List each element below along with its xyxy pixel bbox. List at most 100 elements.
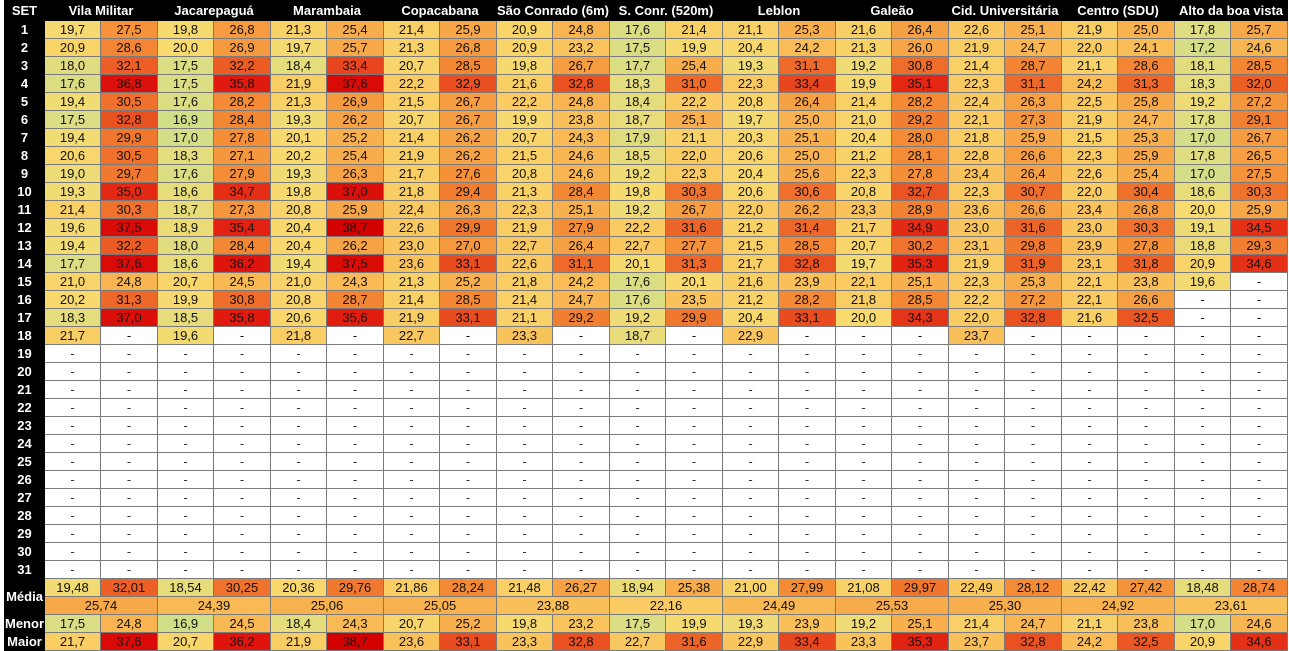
maior-min-cell: 20,9 bbox=[1174, 632, 1231, 651]
menor-min-cell: 21,4 bbox=[948, 614, 1005, 633]
min-temp-cell: 21,6 bbox=[722, 272, 779, 291]
max-temp-cell: 24,2 bbox=[778, 38, 836, 57]
media-average-cell: 25,06 bbox=[270, 596, 384, 615]
min-temp-cell: 22,7 bbox=[609, 236, 666, 255]
max-temp-cell: - bbox=[213, 452, 271, 471]
max-temp-cell: - bbox=[665, 362, 723, 381]
max-temp-cell: 26,6 bbox=[1004, 146, 1062, 165]
menor-max-cell: 19,9 bbox=[665, 614, 723, 633]
min-temp-cell: 21,5 bbox=[1061, 128, 1118, 147]
max-temp-cell: 25,1 bbox=[1004, 20, 1062, 39]
min-temp-cell: - bbox=[1174, 470, 1231, 489]
max-temp-cell: 37,6 bbox=[326, 74, 384, 93]
max-temp-cell: 32,2 bbox=[100, 236, 158, 255]
menor-max-cell: 24,7 bbox=[1004, 614, 1062, 633]
min-temp-cell: - bbox=[157, 470, 214, 489]
max-temp-cell: - bbox=[891, 434, 949, 453]
min-temp-cell: 17,5 bbox=[157, 56, 214, 75]
min-temp-cell: 21,4 bbox=[44, 200, 101, 219]
min-temp-cell: - bbox=[835, 452, 892, 471]
max-temp-cell: - bbox=[100, 344, 158, 363]
min-temp-cell: 18,5 bbox=[157, 308, 214, 327]
max-temp-cell: 25,9 bbox=[1004, 128, 1062, 147]
min-temp-cell: - bbox=[948, 506, 1005, 525]
max-temp-cell: 24,6 bbox=[552, 146, 610, 165]
menor-max-cell: 24,5 bbox=[213, 614, 271, 633]
min-temp-cell: 19,6 bbox=[157, 326, 214, 345]
media-max-cell: 28,12 bbox=[1004, 578, 1062, 597]
max-temp-cell: 31,1 bbox=[552, 254, 610, 273]
min-temp-cell: - bbox=[1061, 488, 1118, 507]
min-temp-cell: 23,6 bbox=[383, 254, 440, 273]
menor-min-cell: 19,2 bbox=[835, 614, 892, 633]
min-temp-cell: - bbox=[157, 362, 214, 381]
max-temp-cell: 30,3 bbox=[665, 182, 723, 201]
max-temp-cell: - bbox=[1117, 560, 1175, 579]
max-temp-cell: - bbox=[891, 362, 949, 381]
min-temp-cell: - bbox=[44, 362, 101, 381]
max-temp-cell: - bbox=[439, 488, 497, 507]
max-temp-cell: 25,9 bbox=[1117, 146, 1175, 165]
max-temp-cell: 32,8 bbox=[1004, 308, 1062, 327]
max-temp-cell: - bbox=[552, 416, 610, 435]
max-temp-cell: 28,6 bbox=[1117, 56, 1175, 75]
min-temp-cell: - bbox=[44, 434, 101, 453]
min-temp-cell: 22,7 bbox=[383, 326, 440, 345]
max-temp-cell: - bbox=[1230, 506, 1288, 525]
min-temp-cell: - bbox=[157, 344, 214, 363]
min-temp-cell: 19,2 bbox=[609, 200, 666, 219]
min-temp-cell: - bbox=[157, 560, 214, 579]
min-temp-cell: 22,6 bbox=[1061, 164, 1118, 183]
min-temp-cell: 24,2 bbox=[1061, 74, 1118, 93]
min-temp-cell: - bbox=[835, 326, 892, 345]
max-temp-cell: 26,2 bbox=[326, 110, 384, 129]
max-temp-cell: 28,5 bbox=[891, 290, 949, 309]
table-row: 28- - - - - - - - - - - - - - - - - - - - - - bbox=[4, 506, 1288, 525]
min-temp-cell: - bbox=[948, 470, 1005, 489]
min-temp-cell: 20,6 bbox=[270, 308, 327, 327]
min-temp-cell: 21,4 bbox=[948, 56, 1005, 75]
min-temp-cell: - bbox=[1061, 524, 1118, 543]
min-temp-cell: - bbox=[609, 380, 666, 399]
min-temp-cell: - bbox=[157, 434, 214, 453]
max-temp-cell: 26,2 bbox=[326, 236, 384, 255]
max-temp-cell: - bbox=[778, 344, 836, 363]
max-temp-cell: - bbox=[1230, 362, 1288, 381]
min-temp-cell: 18,3 bbox=[157, 146, 214, 165]
table-row: 23- - - - - - - - - - - - - - - - - - - - - - bbox=[4, 416, 1288, 435]
table-row: 13 19,4 32,2 18,0 28,4 20,4 26,2 23,0 27,0 22,7 26… bbox=[4, 236, 1288, 255]
day-label: 28 bbox=[4, 506, 45, 525]
day-label: 12 bbox=[4, 218, 45, 237]
min-temp-cell: 19,8 bbox=[157, 20, 214, 39]
max-temp-cell: 25,1 bbox=[778, 128, 836, 147]
min-temp-cell: - bbox=[270, 524, 327, 543]
max-temp-cell: 24,7 bbox=[552, 290, 610, 309]
min-temp-cell: 20,8 bbox=[722, 92, 779, 111]
min-temp-cell: - bbox=[722, 452, 779, 471]
max-temp-cell: - bbox=[665, 398, 723, 417]
min-temp-cell: - bbox=[722, 398, 779, 417]
min-temp-cell: 20,0 bbox=[1174, 200, 1231, 219]
max-temp-cell: 32,8 bbox=[100, 110, 158, 129]
max-temp-cell: 30,7 bbox=[1004, 182, 1062, 201]
maior-min-cell: 20,7 bbox=[157, 632, 214, 651]
min-temp-cell: 23,9 bbox=[1061, 236, 1118, 255]
min-temp-cell: - bbox=[270, 380, 327, 399]
min-temp-cell: - bbox=[270, 434, 327, 453]
max-temp-cell: 29,2 bbox=[891, 110, 949, 129]
max-temp-cell: 24,8 bbox=[100, 272, 158, 291]
max-temp-cell: 24,3 bbox=[552, 128, 610, 147]
media-average-cell: 25,05 bbox=[383, 596, 497, 615]
max-temp-cell: 26,4 bbox=[778, 92, 836, 111]
min-temp-cell: 20,9 bbox=[496, 20, 553, 39]
day-label: 10 bbox=[4, 182, 45, 201]
min-temp-cell: 22,0 bbox=[948, 308, 1005, 327]
max-temp-cell: - bbox=[1230, 380, 1288, 399]
media-average-cell: 25,30 bbox=[948, 596, 1062, 615]
media-max-cell: 27,99 bbox=[778, 578, 836, 597]
max-temp-cell: 31,9 bbox=[1004, 254, 1062, 273]
min-temp-cell: 18,4 bbox=[609, 92, 666, 111]
max-temp-cell: 25,4 bbox=[665, 56, 723, 75]
max-temp-cell: 24,7 bbox=[1004, 38, 1062, 57]
min-temp-cell: 21,3 bbox=[383, 38, 440, 57]
